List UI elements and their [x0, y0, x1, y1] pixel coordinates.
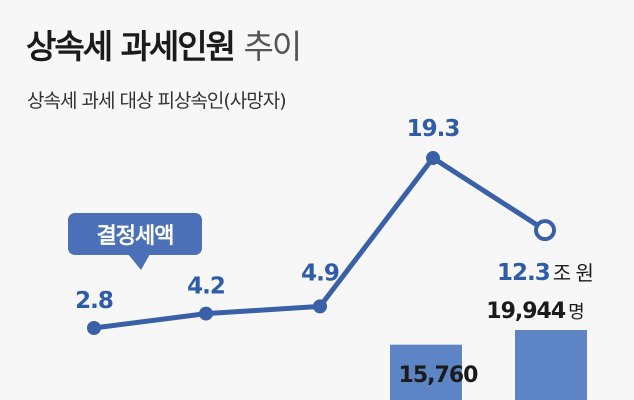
chart-subtitle: 상속세 과세 대상 피상속인(사망자): [27, 90, 287, 112]
title-light: 추이: [243, 27, 303, 66]
point-3: [313, 299, 327, 314]
data-label-4: 19.3: [407, 116, 460, 142]
series-tag-pointer: [128, 254, 150, 270]
point-2: [199, 306, 213, 321]
bar-unit-label: 명: [568, 302, 584, 323]
point-1: [87, 321, 101, 335]
bar-value-label-2: 19,944 명: [486, 299, 583, 324]
bar-1: [390, 344, 462, 400]
series-tag-box: [68, 213, 202, 255]
series-tag-label: 결정세액: [97, 224, 174, 249]
data-label-2: 4.2: [187, 274, 225, 300]
point-4: [426, 151, 440, 166]
line-unit-label: 조 원: [553, 261, 593, 285]
bar-2: [515, 330, 587, 400]
chart-title: 상속세 과세인원 추이: [26, 20, 303, 68]
data-label-3: 4.9: [301, 260, 339, 286]
point-open-5: [534, 219, 556, 242]
data-label-5: 12.3 조 원: [497, 260, 593, 286]
title-main: 상속세 과세인원: [26, 27, 236, 66]
bar-value-label-1: 15,760: [399, 363, 479, 388]
data-label-1: 2.8: [75, 288, 113, 314]
